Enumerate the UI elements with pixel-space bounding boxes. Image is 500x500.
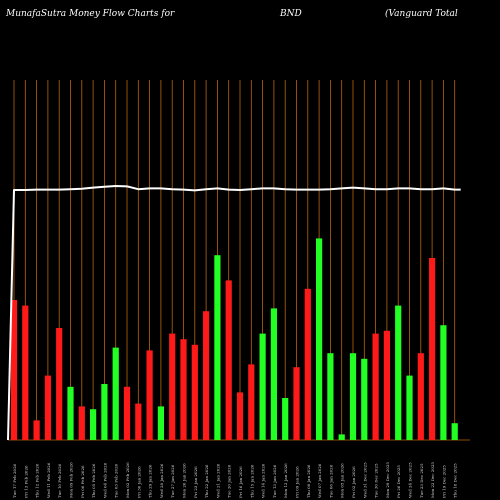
x-tick-label: Fri 09 Jan 2026 (295, 466, 300, 498)
x-tick-label: Tue 06 Jan 2026 (328, 464, 333, 498)
x-tick-label: Wed 04 Feb 2026 (102, 462, 107, 498)
x-tick-label: Thu 29 Jan 2026 (148, 464, 153, 498)
bar (90, 409, 97, 440)
bar (304, 288, 311, 440)
bar (44, 375, 51, 440)
x-tick-label: Thu 15 Jan 2026 (249, 464, 254, 498)
bar (56, 328, 63, 440)
bar (316, 238, 323, 440)
chart-company-name: (Vanguard Total (385, 8, 458, 19)
bar (78, 406, 85, 440)
bar (395, 305, 402, 440)
x-tick-label: Wed 14 Jan 2026 (261, 463, 266, 498)
x-tick-label: Wed 11 Feb 2026 (46, 462, 51, 498)
bar (112, 347, 119, 440)
x-tick-label: Tue 17 Feb 2026 (12, 463, 17, 498)
x-tick-labels: Tue 17 Feb 2026 Fri 13 Feb 2026 Thu 12 Feb… (12, 462, 458, 498)
x-tick-label: Mon 12 Jan 2026 (283, 463, 288, 498)
bar (214, 255, 221, 440)
bar (236, 392, 244, 440)
x-tick-label: Tue 20 Jan 2026 (227, 464, 232, 498)
x-tick-label: Fri 16 Jan 2026 (238, 466, 243, 498)
bar (10, 300, 18, 440)
x-tick-label: Thu 22 Jan 2026 (204, 464, 209, 498)
bar (406, 375, 413, 440)
x-tick-label: Mon 26 Jan 2026 (182, 463, 187, 498)
x-tick-label: Thu 18 Dec 2025 (453, 463, 458, 498)
x-tick-label: Fri 06 Feb 2026 (80, 465, 85, 498)
x-tick-label: Tue 30 Dec 2025 (374, 463, 379, 498)
bar (22, 305, 29, 440)
bar (191, 344, 198, 440)
bar (225, 280, 232, 440)
bar (248, 364, 255, 440)
x-tick-label: Tue 03 Feb 2026 (114, 463, 119, 498)
x-tick-label: Wed 31 Dec 2025 (362, 462, 367, 498)
bar (282, 398, 289, 440)
x-tick-label: Mon 02 Feb 2026 (125, 462, 130, 498)
bar (327, 353, 334, 440)
bar (203, 311, 210, 440)
x-tick-label: Mon 22 Dec 2025 (430, 462, 435, 498)
x-tick-label: Wed 24 Dec 2025 (408, 462, 413, 498)
bar (169, 333, 176, 440)
bar (429, 258, 436, 440)
bar (270, 308, 277, 440)
chart-symbol: BND (279, 9, 302, 19)
x-tick-label: Thu 05 Feb 2026 (91, 463, 96, 498)
bar (123, 386, 131, 440)
bar (180, 339, 187, 440)
bar (67, 386, 74, 440)
x-tick-label: Wed 21 Jan 2026 (215, 463, 220, 498)
chart-title: MunafaSutra Money Flow Charts for (5, 9, 175, 19)
bar (361, 358, 368, 440)
x-tick-label: Tue 10 Feb 2026 (57, 463, 62, 498)
bar (146, 350, 153, 440)
x-tick-label: Mon 29 Dec 2025 (385, 462, 390, 498)
bar (383, 330, 390, 440)
x-tick-label: Wed 07 Jan 2026 (317, 463, 322, 498)
x-tick-label: Fri 26 Dec 2025 (396, 465, 401, 498)
bar (293, 367, 300, 440)
bar (157, 406, 164, 440)
bar (417, 353, 424, 440)
x-tick-label: Mon 05 Jan 2026 (340, 463, 345, 498)
bars (10, 238, 458, 440)
bar (135, 403, 142, 440)
x-tick-label: Fri 02 Jan 2026 (351, 466, 356, 498)
bar (338, 434, 345, 440)
price-line-group (7, 185, 461, 441)
x-tick-label: Fri 19 Dec 2025 (441, 465, 446, 498)
bar (33, 420, 40, 440)
bar (440, 325, 447, 440)
x-tick-label: Thu 12 Feb 2026 (35, 463, 40, 498)
x-tick-label: Thu 08 Jan 2026 (306, 464, 311, 498)
bar (101, 384, 108, 440)
bar (372, 333, 379, 440)
bar (259, 333, 266, 440)
x-tick-label: Tue 13 Jan 2026 (272, 464, 277, 498)
x-tick-label: Tue 23 Dec 2025 (419, 463, 424, 498)
x-tick-label: Fri 23 Jan 2026 (193, 466, 198, 498)
x-tick-label: Wed 28 Jan 2026 (159, 463, 164, 498)
x-tick-label: Tue 27 Jan 2026 (170, 464, 175, 498)
x-tick-label: Fri 13 Feb 2026 (23, 465, 28, 498)
x-tick-label: Fri 30 Jan 2026 (136, 466, 141, 498)
bar (451, 423, 458, 440)
bar (349, 353, 357, 440)
price-line (7, 185, 461, 441)
x-tick-label: Mon 09 Feb 2026 (69, 462, 74, 498)
